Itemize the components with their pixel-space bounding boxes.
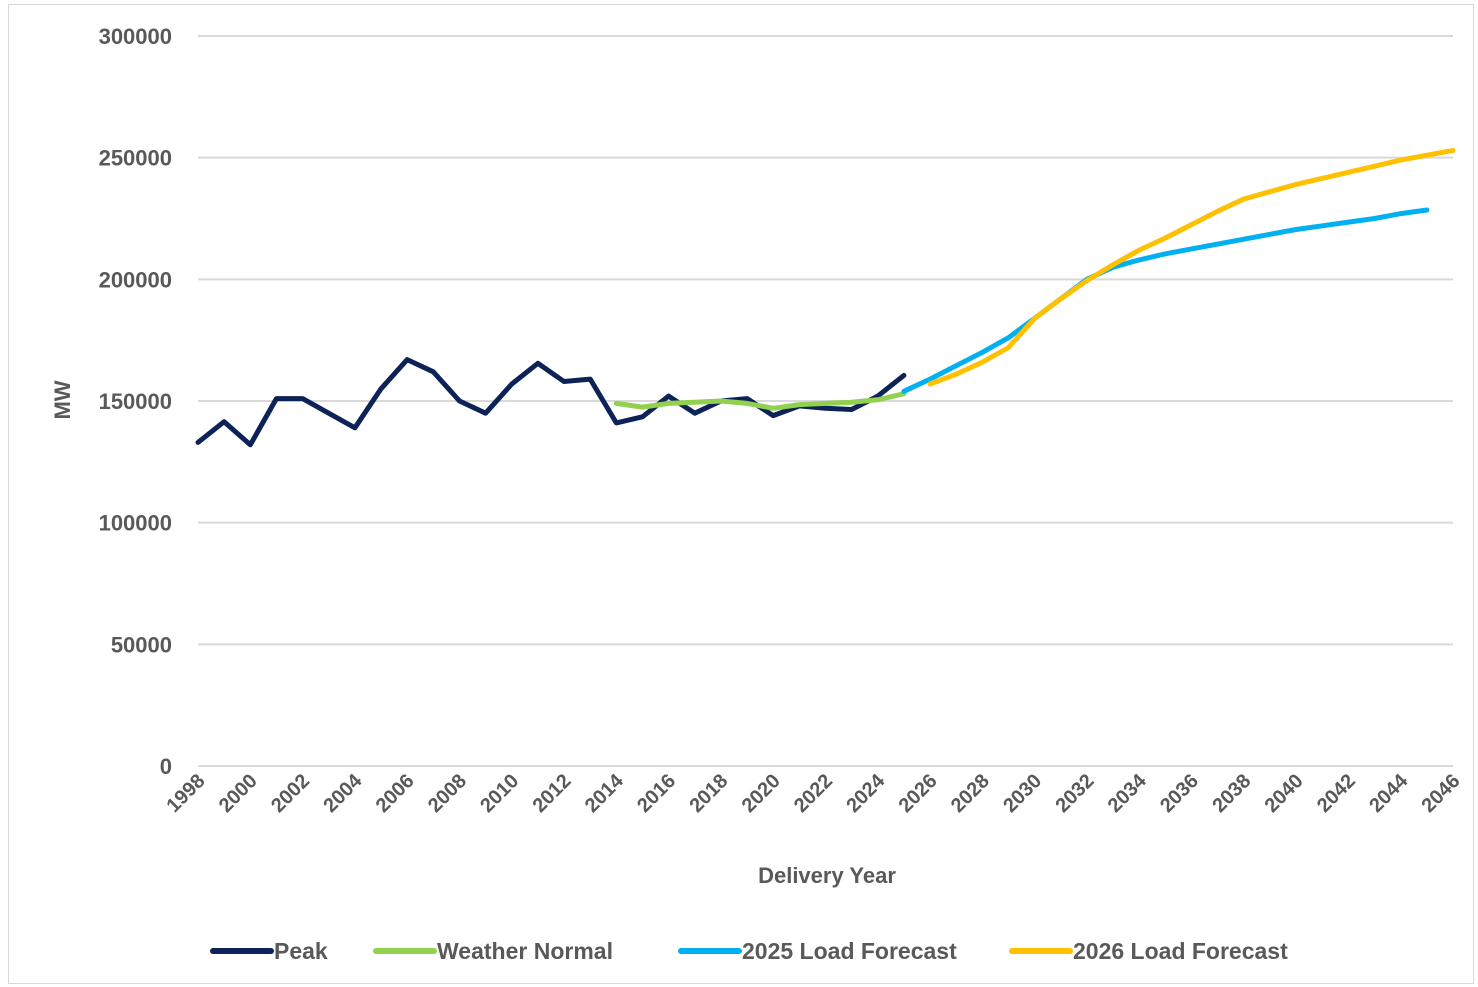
y-tick-label: 300000 — [99, 24, 172, 49]
x-tick-label: 2022 — [790, 770, 837, 817]
legend-label: 2026 Load Forecast — [1073, 938, 1288, 964]
x-tick-label: 2024 — [842, 769, 890, 817]
series-line-4 — [927, 147, 1456, 387]
chart-frame — [8, 4, 1474, 984]
legend-label: 2025 Load Forecast — [742, 938, 957, 964]
series-line-3 — [901, 207, 1430, 394]
x-tick-label: 2032 — [1051, 770, 1098, 817]
y-tick-label: 0 — [160, 754, 172, 779]
x-tick-label: 2000 — [215, 770, 262, 817]
y-tick-label: 150000 — [99, 389, 172, 414]
x-tick-label: 2010 — [476, 770, 523, 817]
x-tick-label: 2016 — [633, 770, 680, 817]
y-axis-tick-labels: 0 50000 100000 150000 200000 250000 300000 — [99, 24, 172, 779]
y-tick-label: 250000 — [99, 146, 172, 171]
x-tick-label: 2014 — [581, 769, 629, 817]
x-tick-label: 2030 — [999, 770, 1046, 817]
x-tick-label: 2036 — [1156, 770, 1203, 817]
x-tick-label: 2028 — [947, 770, 994, 817]
series-line-2 — [613, 391, 907, 411]
x-tick-label: 2042 — [1313, 770, 1360, 817]
y-axis-title: MW — [50, 380, 75, 419]
x-tick-label: 2034 — [1104, 769, 1152, 817]
x-tick-label: 2020 — [738, 770, 785, 817]
legend-label: Weather Normal — [437, 938, 613, 964]
legend: Peak Weather Normal 2025 Load Forecast 2026… — [210, 938, 1288, 964]
y-tick-label: 50000 — [111, 632, 172, 657]
x-tick-label: 2018 — [685, 770, 732, 817]
gridlines — [198, 35, 1453, 767]
x-tick-label: 2002 — [267, 770, 314, 817]
x-tick-label: 2006 — [372, 770, 419, 817]
x-tick-label: 2004 — [319, 769, 367, 817]
legend-label: Peak — [274, 938, 328, 964]
x-tick-label: 2044 — [1365, 769, 1413, 817]
x-tick-label: 2046 — [1418, 770, 1465, 817]
x-tick-label: 2038 — [1208, 770, 1255, 817]
x-axis-tick-labels: 1998 2000 2002 2004 2006 2008 2010 2012 2014 2016… — [163, 769, 1465, 817]
x-tick-label: 2008 — [424, 770, 471, 817]
y-tick-label: 200000 — [99, 267, 172, 292]
x-axis-title: Delivery Year — [758, 863, 896, 888]
y-tick-label: 100000 — [99, 511, 172, 536]
series-lines — [195, 147, 1456, 448]
x-tick-label: 2012 — [529, 770, 576, 817]
x-tick-label: 2040 — [1261, 770, 1308, 817]
x-tick-label: 2026 — [895, 770, 942, 817]
series-line-1 — [195, 357, 907, 448]
